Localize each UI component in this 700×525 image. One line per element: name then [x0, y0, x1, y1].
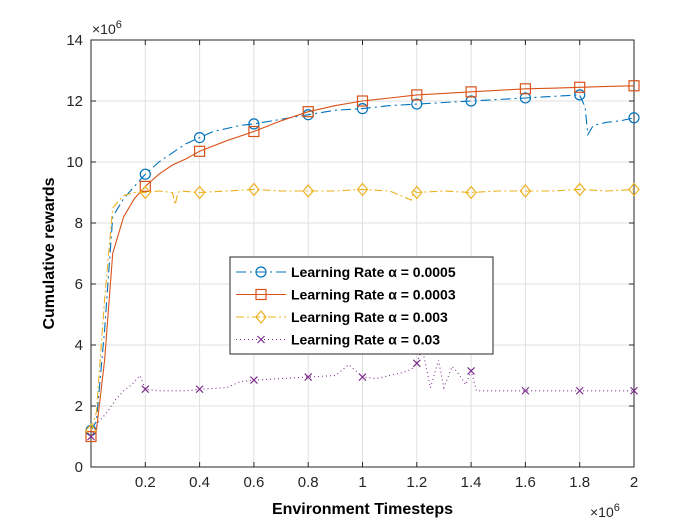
x-tick-label: 2 — [630, 474, 638, 491]
legend-item: Learning Rate α = 0.03 — [236, 332, 440, 348]
legend-label: Learning Rate α = 0.0005 — [291, 264, 456, 280]
data-point-marker — [248, 125, 260, 138]
y-axis-exponent: ×106 — [92, 19, 122, 37]
ticks: 0.2 0.4 0.6 0.8 1 1.2 1.4 1.6 1.8 2 0 2 4 6 8 10 12 14 — [66, 32, 638, 491]
x-tick-label: 0.8 — [298, 474, 319, 491]
legend-marker — [255, 310, 267, 324]
data-point-marker — [139, 185, 152, 200]
data-point-marker — [519, 92, 532, 104]
data-point-marker — [358, 373, 367, 381]
data-point-marker — [302, 106, 314, 118]
x-tick-label: 1 — [358, 474, 366, 491]
x-tick-label: 1.2 — [406, 474, 427, 491]
x-tick-label: 1.4 — [461, 474, 482, 491]
x-tick-label: 1.8 — [569, 474, 590, 491]
data-point-marker — [302, 184, 314, 198]
series-4 — [87, 346, 638, 441]
y-tick-label: 12 — [66, 93, 83, 110]
data-point-marker — [465, 86, 477, 98]
data-point-marker — [195, 385, 204, 394]
legend-label: Learning Rate α = 0.003 — [291, 309, 448, 325]
legend-label: Learning Rate α = 0.0003 — [291, 287, 456, 303]
y-tick-label: 10 — [66, 154, 83, 171]
x-tick-label: 0.6 — [243, 474, 264, 491]
x-tick-label: 0.4 — [189, 474, 210, 491]
data-point-marker — [411, 89, 423, 101]
legend-label: Learning Rate α = 0.03 — [291, 332, 440, 348]
data-point-marker — [519, 184, 532, 198]
data-point-marker — [356, 95, 369, 107]
series-2 — [85, 80, 640, 443]
series-line — [90, 85, 635, 437]
legend-marker — [255, 266, 267, 278]
data-point-marker — [411, 98, 423, 110]
data-point-marker — [356, 103, 369, 115]
data-point-marker — [85, 430, 97, 443]
data-point-marker — [573, 182, 586, 197]
x-tick-label: 1.6 — [515, 474, 536, 491]
data-point-marker — [574, 89, 586, 101]
data-point-marker — [574, 81, 586, 93]
data-point-marker — [628, 182, 640, 197]
data-point-marker — [249, 376, 258, 384]
y-tick-label: 8 — [75, 215, 83, 232]
data-point-marker — [248, 118, 260, 130]
legend-marker — [257, 335, 265, 344]
y-tick-label: 4 — [75, 337, 83, 354]
data-point-marker — [248, 182, 260, 197]
data-point-marker — [519, 83, 532, 95]
data-point-marker — [465, 95, 477, 107]
legend-item: Learning Rate α = 0.0005 — [236, 264, 456, 280]
data-point-marker — [465, 185, 477, 200]
legend-item: Learning Rate α = 0.003 — [236, 309, 448, 325]
data-point-marker — [193, 185, 206, 200]
y-tick-label: 6 — [75, 276, 83, 293]
series — [85, 80, 640, 443]
x-axis-exponent: ×106 — [590, 502, 620, 520]
data-point-marker — [411, 185, 423, 200]
y-tick-label: 14 — [66, 32, 83, 49]
data-point-marker — [575, 386, 584, 395]
x-axis-title: Environment Timesteps — [272, 501, 453, 518]
y-tick-label: 0 — [75, 459, 83, 476]
legend-marker — [255, 288, 267, 301]
legend-box — [229, 256, 494, 355]
data-point-marker — [412, 359, 421, 368]
legend-item: Learning Rate α = 0.0003 — [236, 287, 456, 303]
data-point-marker — [356, 182, 369, 197]
data-point-marker — [87, 432, 95, 441]
data-point-marker — [628, 80, 640, 92]
data-point-marker — [141, 385, 150, 394]
data-point-marker — [139, 180, 151, 192]
data-point-marker — [630, 386, 638, 395]
y-axis-title: Cumulative rewards — [41, 177, 58, 329]
data-point-marker — [628, 112, 640, 124]
x-tick-label: 0.2 — [135, 474, 156, 491]
data-point-marker — [139, 168, 151, 180]
data-point-marker — [194, 132, 206, 144]
data-point-marker — [304, 373, 313, 381]
data-point-marker — [194, 145, 206, 157]
data-point-marker — [521, 386, 530, 395]
series-line — [90, 188, 635, 431]
series-line — [90, 94, 635, 431]
y-tick-label: 2 — [75, 398, 83, 415]
data-point-marker — [467, 367, 476, 375]
legend: Learning Rate α = 0.0005 Learning Rate α … — [229, 256, 494, 355]
